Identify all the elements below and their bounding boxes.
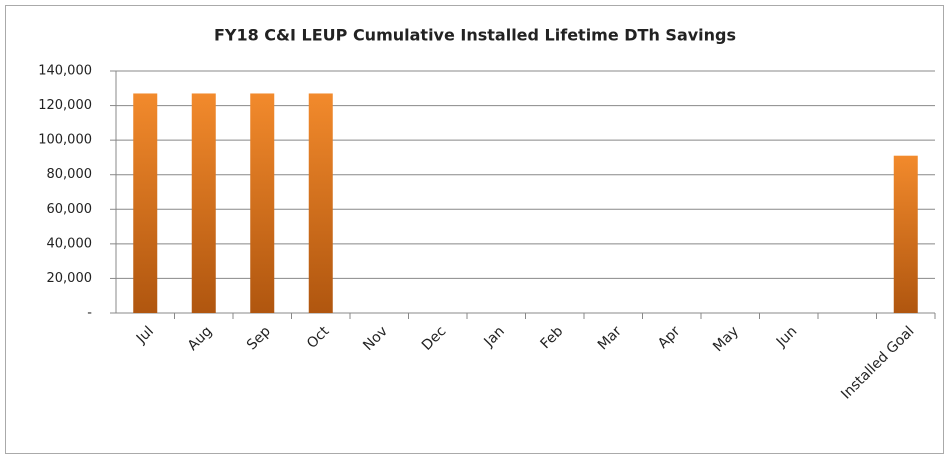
bar bbox=[893, 155, 918, 313]
chart-frame bbox=[5, 5, 944, 454]
bar bbox=[250, 93, 275, 313]
chart-title: FY18 C&I LEUP Cumulative Installed Lifet… bbox=[214, 26, 736, 45]
bar bbox=[191, 93, 216, 313]
y-tick-label: 140,000 bbox=[38, 64, 92, 79]
y-tick-label: 40,000 bbox=[47, 236, 93, 251]
y-tick-label: - bbox=[87, 306, 92, 321]
bar bbox=[133, 93, 158, 313]
y-tick-label: 120,000 bbox=[38, 98, 92, 113]
y-tick-label: 60,000 bbox=[47, 202, 93, 217]
y-tick-label: 100,000 bbox=[38, 133, 92, 148]
y-tick-label: 20,000 bbox=[47, 271, 93, 286]
bar bbox=[308, 93, 333, 313]
y-tick-label: 80,000 bbox=[47, 167, 93, 182]
